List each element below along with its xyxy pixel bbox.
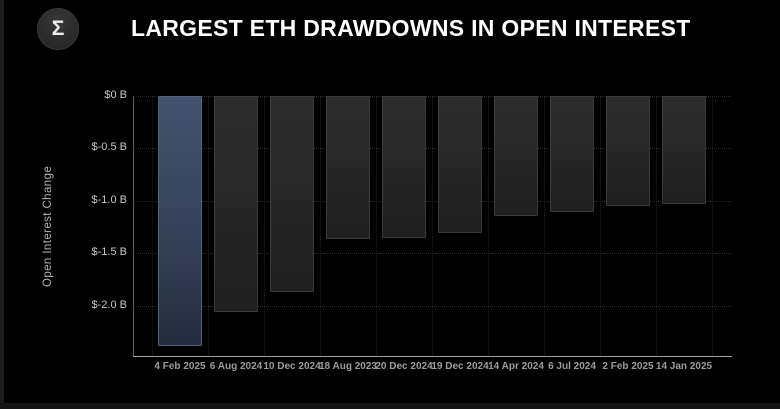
x-axis-category-label: 6 Aug 2024 xyxy=(209,361,263,372)
y-axis-tick-labels: $0 B $-0.5 B $-1.0 B $-1.5 B $-2.0 B xyxy=(60,89,127,356)
chart-bar-20-dec-2024[interactable] xyxy=(382,96,426,238)
chart-bar-10-dec-2024[interactable] xyxy=(270,96,314,293)
y-tick-label: $-2.0 B xyxy=(91,298,127,311)
chart-title: LARGEST ETH DRAWDOWNS IN OPEN INTEREST xyxy=(131,15,691,41)
vertical-gridline xyxy=(320,96,321,356)
sigma-logo: Σ xyxy=(37,8,79,50)
horizontal-gridline xyxy=(133,96,731,97)
chart-bar-14-jan-2025[interactable] xyxy=(662,96,706,204)
x-axis-category-label: 14 Apr 2024 xyxy=(488,361,544,372)
vertical-gridline xyxy=(264,96,265,356)
x-axis-category-label: 4 Feb 2025 xyxy=(154,361,206,372)
chart-bar-14-apr-2024[interactable] xyxy=(494,96,538,216)
x-axis-category-label: 14 Jan 2025 xyxy=(655,361,713,372)
sigma-logo-glyph: Σ xyxy=(51,16,65,40)
vertical-gridline xyxy=(152,96,153,356)
vertical-gridline xyxy=(376,96,377,356)
x-axis-category-label: 18 Aug 2023 xyxy=(319,361,377,372)
x-axis-labels: 4 Feb 2025 6 Aug 2024 10 Dec 2024 18 Aug 20… xyxy=(133,361,731,377)
bar-series xyxy=(133,96,731,356)
vertical-gridline xyxy=(712,96,713,356)
chart-bar-2-feb-2025[interactable] xyxy=(606,96,650,207)
vertical-gridline xyxy=(488,96,489,356)
vertical-gridline xyxy=(656,96,657,356)
vertical-gridline xyxy=(544,96,545,356)
y-tick-label: $-1.0 B xyxy=(91,193,127,206)
horizontal-gridline xyxy=(133,200,731,202)
x-axis-line xyxy=(133,356,732,357)
chart-bar-18-aug-2023[interactable] xyxy=(326,96,370,239)
y-tick-label: $0 B xyxy=(104,89,127,101)
plot-area xyxy=(133,96,731,356)
y-axis-title: Open Interest Change xyxy=(42,165,54,287)
window-edge-bottom xyxy=(0,403,780,409)
y-tick-label: $-0.5 B xyxy=(91,141,127,154)
vertical-gridline xyxy=(208,96,209,356)
window-edge-left xyxy=(0,0,4,409)
horizontal-gridline xyxy=(133,305,731,307)
chart-bar-6-jul-2024[interactable] xyxy=(550,96,594,213)
x-axis-category-label: 10 Dec 2024 xyxy=(263,361,321,372)
x-axis-category-label: 6 Jul 2024 xyxy=(548,361,596,372)
vertical-gridline xyxy=(432,96,433,356)
chart-bar-19-dec-2024[interactable] xyxy=(438,96,482,234)
y-axis-line xyxy=(133,96,134,356)
x-axis-category-label: 2 Feb 2025 xyxy=(602,361,654,372)
vertical-gridline xyxy=(600,96,601,356)
x-axis-category-label: 20 Dec 2024 xyxy=(375,361,433,372)
horizontal-gridline xyxy=(133,253,731,255)
y-tick-label: $-1.5 B xyxy=(91,246,127,259)
horizontal-gridline xyxy=(133,148,731,150)
x-axis-category-label: 19 Dec 2024 xyxy=(431,361,489,372)
chart-bar-6-aug-2024[interactable] xyxy=(214,96,258,312)
chart-bar-4-feb-2025[interactable] xyxy=(158,96,202,346)
